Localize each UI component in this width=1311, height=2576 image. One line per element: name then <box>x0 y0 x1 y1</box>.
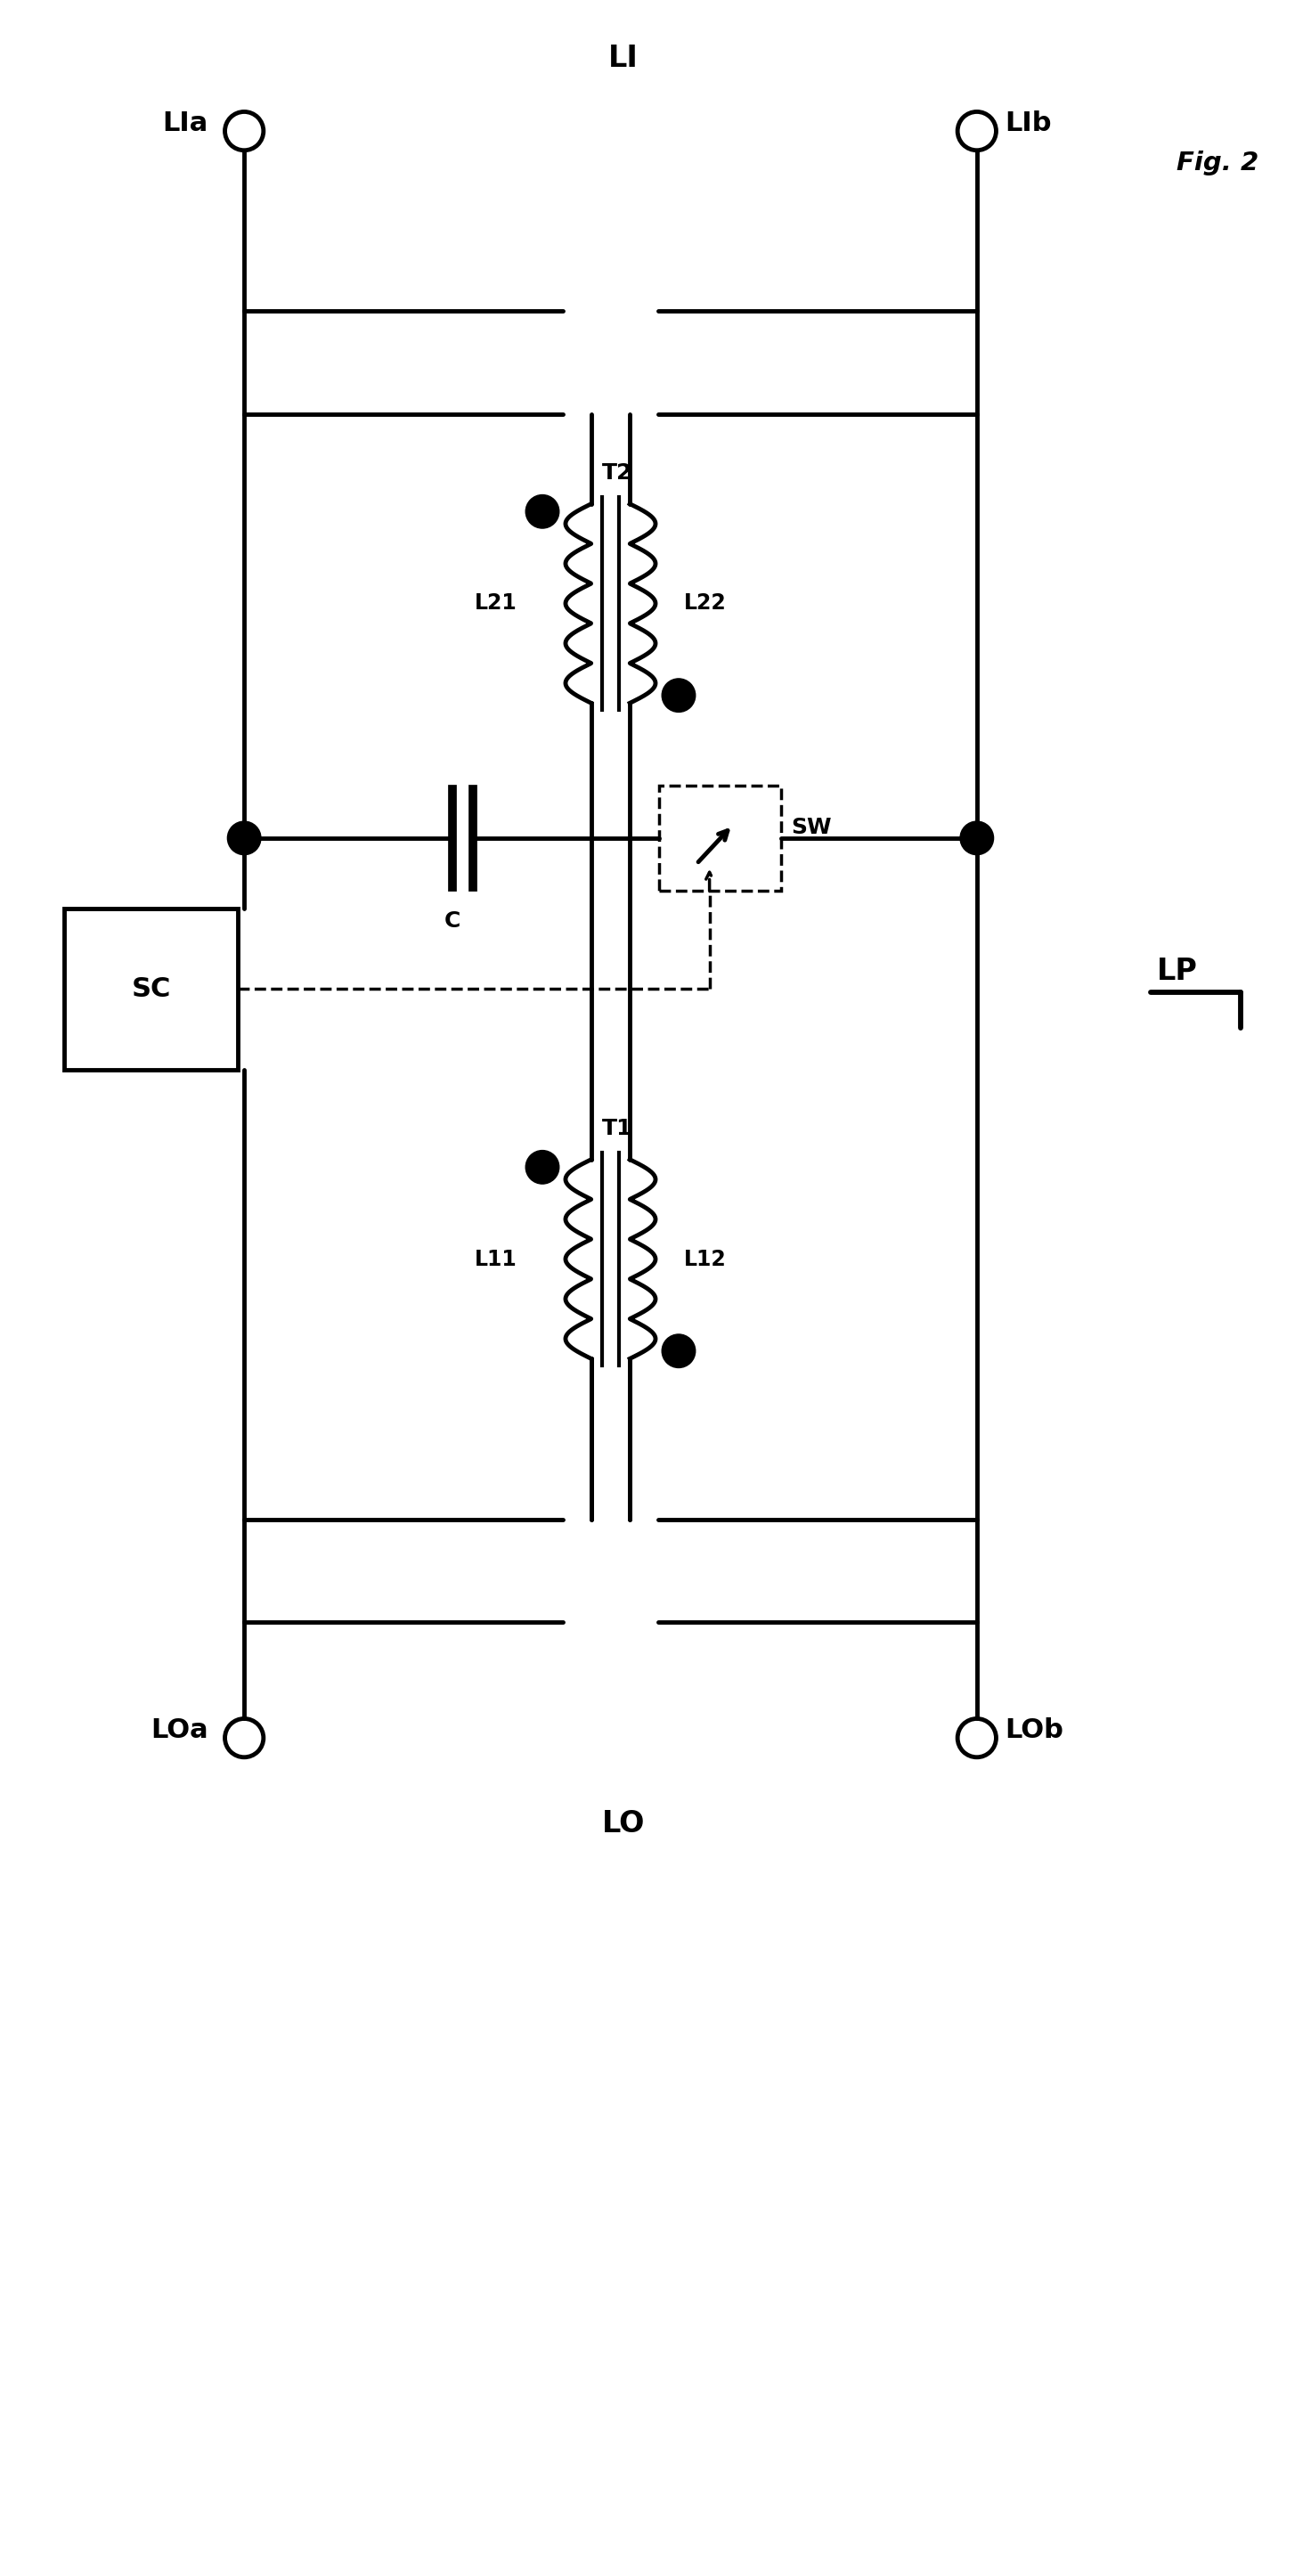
Bar <box>64 909 237 1069</box>
Text: SW: SW <box>791 817 831 837</box>
Circle shape <box>662 677 695 711</box>
Text: LP: LP <box>1156 956 1198 987</box>
Circle shape <box>526 1151 558 1185</box>
Text: Fig. 2: Fig. 2 <box>1176 149 1259 175</box>
Text: L11: L11 <box>475 1249 517 1270</box>
Text: T1: T1 <box>602 1118 632 1139</box>
Text: LOa: LOa <box>151 1718 208 1744</box>
Text: LIa: LIa <box>163 111 208 137</box>
Text: LIb: LIb <box>1006 111 1051 137</box>
Text: L21: L21 <box>475 592 517 613</box>
Text: L22: L22 <box>684 592 726 613</box>
Text: C: C <box>444 909 460 933</box>
Text: T2: T2 <box>602 461 632 484</box>
Text: LOb: LOb <box>1006 1718 1063 1744</box>
Text: LO: LO <box>602 1808 645 1839</box>
Circle shape <box>960 822 994 855</box>
Circle shape <box>526 495 558 528</box>
Circle shape <box>228 822 261 855</box>
Bar <box>658 786 781 891</box>
Text: LI: LI <box>608 44 638 72</box>
Text: L12: L12 <box>684 1249 726 1270</box>
Circle shape <box>662 1334 695 1368</box>
Text: SC: SC <box>131 976 170 1002</box>
